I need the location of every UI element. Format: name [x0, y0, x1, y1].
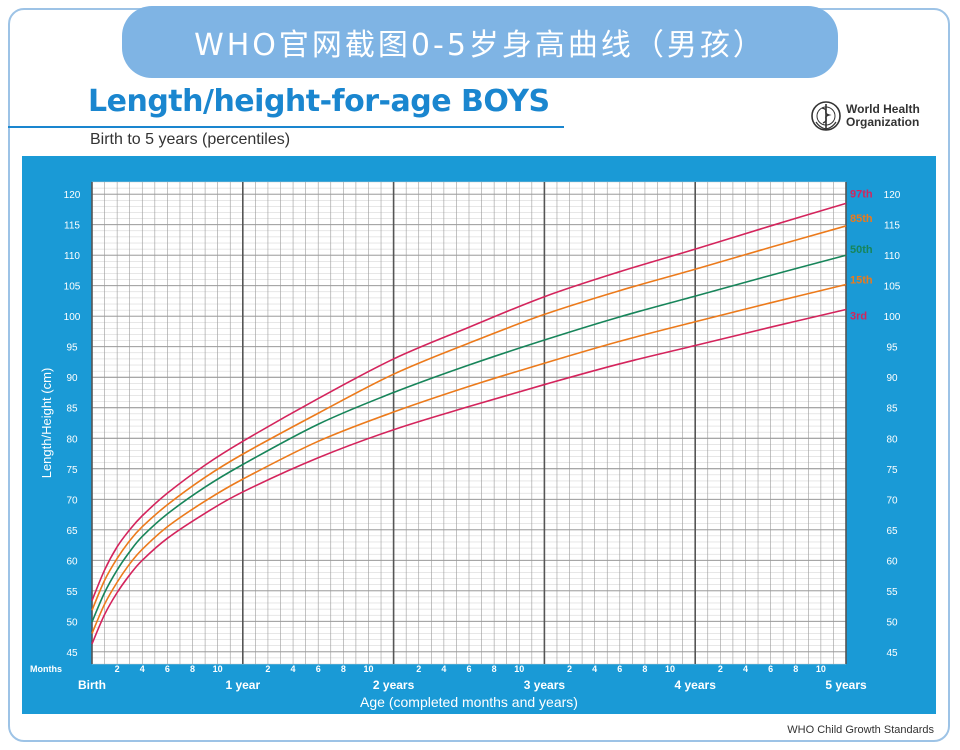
y-tick-label-right: 120 — [884, 190, 901, 201]
who-logo: World Health Organization — [810, 100, 920, 132]
y-tick-label-left: 50 — [66, 617, 78, 628]
month-tick-label: 4 — [441, 664, 446, 674]
month-tick-label: 10 — [816, 664, 826, 674]
y-tick-label-left: 55 — [66, 587, 78, 598]
y-tick-label-right: 65 — [886, 526, 898, 537]
y-tick-label-left: 105 — [64, 282, 81, 293]
month-tick-label: 6 — [165, 664, 170, 674]
footer-credit: WHO Child Growth Standards — [787, 724, 934, 736]
y-tick-label-left: 95 — [66, 343, 78, 354]
y-tick-label-right: 60 — [886, 556, 898, 567]
series-label-15th: 15th — [850, 275, 873, 287]
month-tick-label: 8 — [793, 664, 798, 674]
y-tick-label-right: 115 — [884, 221, 900, 232]
month-tick-label: 8 — [642, 664, 647, 674]
y-tick-label-left: 85 — [66, 404, 78, 415]
month-tick-label: 6 — [466, 664, 471, 674]
year-label: 4 years — [675, 678, 717, 692]
month-tick-label: 4 — [291, 664, 296, 674]
chart-title: Length/height-for-age BOYS — [88, 84, 550, 119]
curve-50th — [91, 254, 847, 623]
y-tick-label-right: 110 — [884, 251, 900, 262]
year-label: 3 years — [524, 678, 566, 692]
y-axis-label: Length/Height (cm) — [39, 368, 54, 479]
grid-lines — [91, 181, 847, 665]
y-tick-label-right: 90 — [886, 373, 898, 384]
year-label: Birth — [78, 678, 106, 692]
y-tick-label-left: 70 — [66, 495, 78, 506]
banner-text: WHO官网截图0-5岁身高曲线（男孩） — [194, 28, 766, 63]
y-tick-label-left: 75 — [66, 465, 78, 476]
series-label-3rd: 3rd — [850, 311, 867, 323]
x-axis-label: Age (completed months and years) — [360, 694, 578, 710]
month-tick-label: 2 — [265, 664, 270, 674]
y-tick-label-right: 55 — [886, 587, 898, 598]
y-tick-label-right: 100 — [884, 312, 901, 323]
month-tick-label: 10 — [213, 664, 223, 674]
org-name-line2: Organization — [846, 115, 920, 129]
title-underline — [8, 126, 564, 128]
month-tick-label: 2 — [115, 664, 120, 674]
y-tick-label-right: 105 — [884, 282, 901, 293]
month-tick-label: 8 — [492, 664, 497, 674]
month-tick-label: 4 — [592, 664, 597, 674]
y-tick-label-left: 80 — [66, 434, 78, 445]
curve-3rd — [91, 308, 847, 645]
month-tick-label: 10 — [514, 664, 524, 674]
y-tick-label-right: 80 — [886, 434, 898, 445]
month-tick-label: 8 — [190, 664, 195, 674]
y-tick-label-left: 45 — [66, 648, 78, 659]
month-tick-label: 10 — [665, 664, 675, 674]
y-tick-label-left: 60 — [66, 556, 78, 567]
y-tick-label-left: 90 — [66, 373, 78, 384]
month-tick-label: 2 — [718, 664, 723, 674]
y-tick-label-left: 115 — [64, 221, 80, 232]
year-label: 5 years — [825, 678, 867, 692]
y-tick-label-right: 75 — [886, 465, 898, 476]
curve-15th — [91, 283, 847, 634]
month-tick-label: 6 — [617, 664, 622, 674]
curve-85th — [91, 225, 847, 611]
month-tick-label: 10 — [363, 664, 373, 674]
y-tick-label-right: 70 — [886, 495, 898, 506]
y-tick-label-left: 65 — [66, 526, 78, 537]
y-tick-label-left: 120 — [64, 190, 81, 201]
y-tick-label-right: 45 — [886, 648, 898, 659]
curve-97th — [91, 202, 847, 601]
series-label-97th: 97th — [850, 188, 873, 200]
year-label: 2 years — [373, 678, 415, 692]
chart-subtitle: Birth to 5 years (percentiles) — [90, 131, 291, 148]
month-tick-label: 8 — [341, 664, 346, 674]
y-tick-label-left: 100 — [64, 312, 81, 323]
y-tick-label-right: 50 — [886, 617, 898, 628]
month-tick-label: 6 — [768, 664, 773, 674]
banner: WHO官网截图0-5岁身高曲线（男孩） — [122, 6, 838, 78]
series-label-85th: 85th — [850, 213, 873, 225]
year-label: 1 year — [225, 678, 260, 692]
month-tick-label: 6 — [316, 664, 321, 674]
months-label: Months — [30, 664, 62, 674]
month-tick-label: 2 — [416, 664, 421, 674]
org-name-line1: World Health — [846, 102, 920, 116]
month-tick-label: 4 — [140, 664, 145, 674]
month-tick-label: 2 — [567, 664, 572, 674]
month-tick-label: 4 — [743, 664, 748, 674]
y-tick-label-right: 85 — [886, 404, 898, 415]
series-label-50th: 50th — [850, 244, 873, 256]
y-tick-label-left: 110 — [64, 251, 80, 262]
who-emblem-icon — [811, 101, 841, 131]
y-tick-label-right: 95 — [886, 343, 898, 354]
